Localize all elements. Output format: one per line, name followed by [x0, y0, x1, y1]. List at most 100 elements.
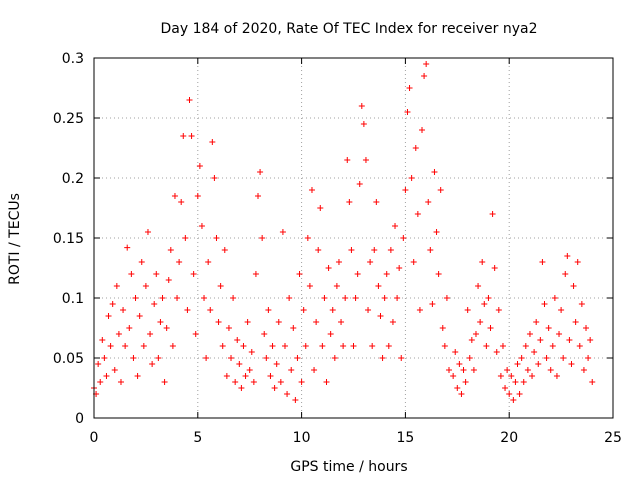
data-point — [572, 319, 579, 325]
y-axis-label: ROTI / TECUs — [7, 193, 23, 285]
data-point — [346, 199, 353, 205]
data-point — [425, 199, 432, 205]
data-point — [387, 247, 394, 253]
data-point — [192, 331, 199, 337]
data-point — [383, 271, 390, 277]
data-point — [439, 325, 446, 331]
data-point — [257, 169, 264, 175]
data-point — [286, 295, 293, 301]
y-tick-label: 0.15 — [53, 231, 84, 247]
y-tick-label: 0.1 — [62, 291, 84, 307]
data-point — [377, 313, 384, 319]
data-point — [437, 187, 444, 193]
data-point — [259, 235, 266, 241]
data-point — [493, 349, 500, 355]
plot-frame — [93, 57, 614, 419]
data-point — [340, 343, 347, 349]
x-tick-label: 10 — [293, 430, 311, 446]
data-point — [161, 379, 168, 385]
data-point — [138, 259, 145, 265]
data-point — [122, 343, 129, 349]
data-point — [178, 199, 185, 205]
data-point — [230, 295, 237, 301]
data-point — [419, 127, 426, 133]
data-point — [304, 235, 311, 241]
data-point — [510, 397, 517, 403]
data-point — [342, 295, 349, 301]
data-point — [481, 301, 488, 307]
data-point — [315, 247, 322, 253]
data-point — [404, 109, 411, 115]
data-point — [242, 373, 249, 379]
data-point — [423, 61, 430, 67]
data-point — [117, 379, 124, 385]
data-point — [410, 259, 417, 265]
data-point — [335, 259, 342, 265]
data-point — [514, 361, 521, 367]
data-point — [520, 379, 527, 385]
data-point — [313, 319, 320, 325]
data-point — [142, 283, 149, 289]
data-point — [408, 175, 415, 181]
data-point — [352, 295, 359, 301]
data-point — [271, 385, 278, 391]
y-tick-label: 0.2 — [62, 171, 84, 187]
data-point — [296, 271, 303, 277]
data-point — [338, 319, 345, 325]
data-point — [113, 283, 120, 289]
data-point — [354, 271, 361, 277]
data-point — [99, 337, 106, 343]
data-point — [587, 337, 594, 343]
data-point — [329, 307, 336, 313]
data-point — [151, 301, 158, 307]
data-point — [497, 373, 504, 379]
data-point — [477, 319, 484, 325]
data-point — [435, 271, 442, 277]
data-point — [232, 379, 239, 385]
data-point — [311, 367, 318, 373]
data-point — [115, 331, 122, 337]
data-point — [389, 319, 396, 325]
data-point — [209, 139, 216, 145]
data-point — [300, 307, 307, 313]
data-point — [105, 313, 112, 319]
data-point — [140, 343, 147, 349]
data-point — [273, 361, 280, 367]
data-point — [240, 343, 247, 349]
data-point — [589, 379, 596, 385]
data-point — [443, 295, 450, 301]
data-point — [412, 145, 419, 151]
data-point — [174, 295, 181, 301]
data-point — [252, 271, 259, 277]
data-point — [215, 319, 222, 325]
data-point — [539, 259, 546, 265]
data-point — [244, 319, 251, 325]
data-point — [512, 379, 519, 385]
data-point — [454, 385, 461, 391]
data-point — [284, 391, 291, 397]
data-point — [267, 373, 274, 379]
data-point — [578, 301, 585, 307]
data-point — [531, 349, 538, 355]
data-point — [319, 343, 326, 349]
data-point — [180, 133, 187, 139]
data-point — [165, 277, 172, 283]
data-point — [456, 361, 463, 367]
data-point — [574, 259, 581, 265]
data-point — [433, 229, 440, 235]
data-point — [190, 271, 197, 277]
y-tick-label: 0.25 — [53, 111, 84, 127]
data-point — [547, 367, 554, 373]
data-point — [385, 343, 392, 349]
data-point — [348, 247, 355, 253]
data-point — [163, 325, 170, 331]
data-point — [101, 355, 108, 361]
data-point — [392, 223, 399, 229]
data-point — [398, 355, 405, 361]
data-point — [198, 223, 205, 229]
data-point — [250, 379, 257, 385]
data-point — [281, 343, 288, 349]
data-point — [153, 271, 160, 277]
data-point — [167, 247, 174, 253]
data-point — [529, 373, 536, 379]
